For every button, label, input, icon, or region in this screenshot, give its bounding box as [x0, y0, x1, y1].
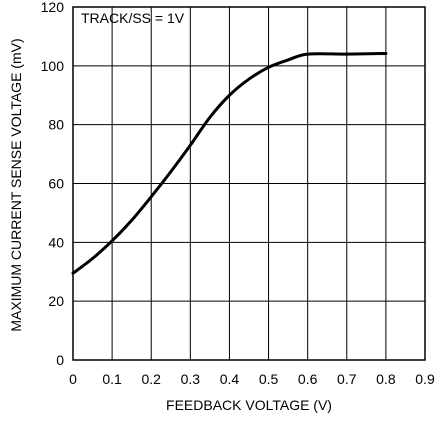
x-tick-label: 0.7	[337, 371, 357, 387]
y-tick-label: 60	[48, 176, 64, 192]
plot-frame	[72, 6, 426, 361]
y-tick-label: 120	[41, 0, 65, 15]
x-tick-label: 0.2	[141, 371, 161, 387]
y-tick-label: 100	[41, 58, 65, 74]
x-tick-label: 0.8	[376, 371, 396, 387]
series-lines	[71, 51, 388, 275]
y-axis-title: MAXIMUM CURRENT SENSE VOLTAGE (mV)	[8, 38, 24, 331]
x-tick-labels: 0 0.1 0.2 0.3 0.4 0.5 0.6 0.7 0.8 0.9	[69, 371, 435, 387]
y-tick-labels: 0 20 40 60 80 100 120	[41, 0, 65, 368]
y-tick-label: 80	[48, 117, 64, 133]
series-line	[71, 51, 388, 275]
x-axis-title: FEEDBACK VOLTAGE (V)	[166, 397, 332, 413]
grid	[72, 6, 426, 361]
x-tick-label: 0.4	[220, 371, 240, 387]
x-tick-label: 0	[69, 371, 77, 387]
x-tick-label: 0.1	[102, 371, 122, 387]
x-tick-label: 0.3	[181, 371, 201, 387]
x-tick-label: 0.5	[259, 371, 279, 387]
y-tick-label: 40	[48, 234, 64, 250]
x-tick-label: 0.6	[298, 371, 318, 387]
annotation-label: TRACK/SS = 1V	[81, 10, 185, 26]
x-tick-label: 0.9	[415, 371, 435, 387]
y-tick-label: 0	[56, 352, 64, 368]
y-tick-label: 20	[48, 293, 64, 309]
